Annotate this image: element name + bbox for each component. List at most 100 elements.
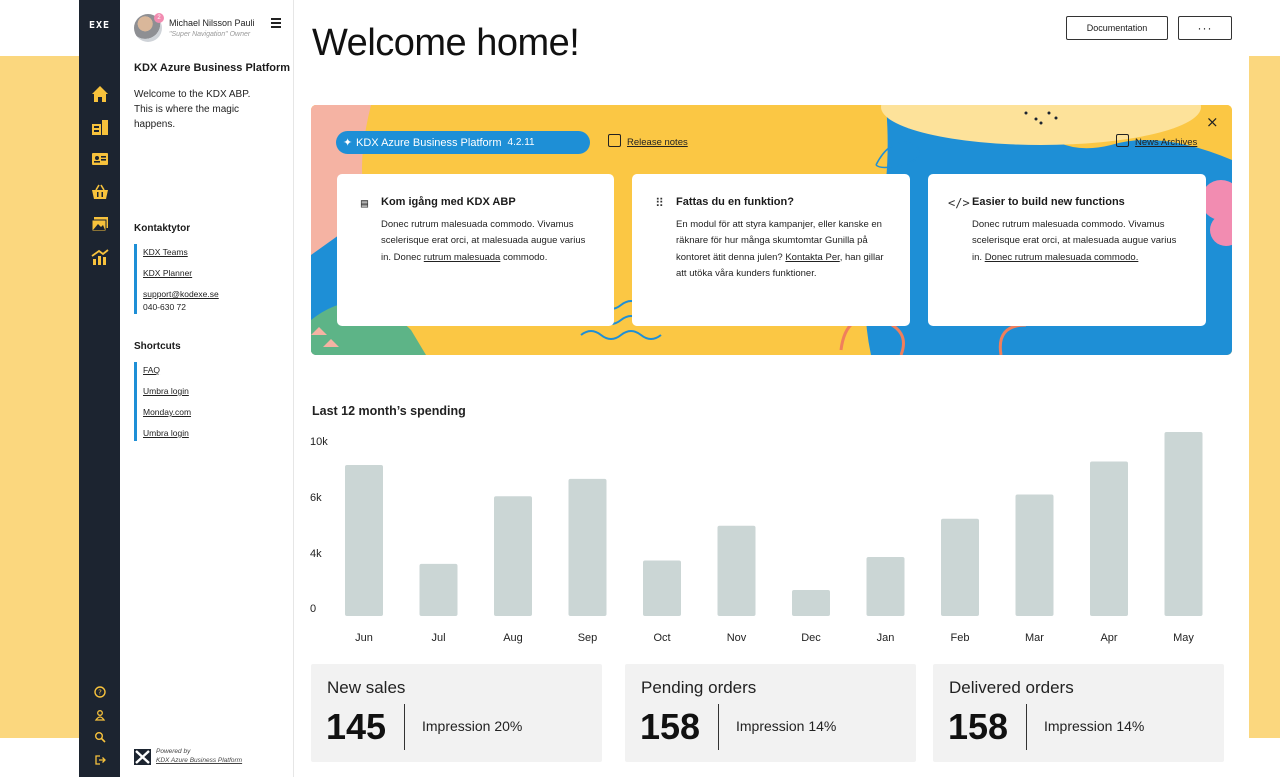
stat-divider: [718, 704, 719, 750]
hamburger-menu-icon[interactable]: [271, 18, 281, 30]
news-card-text: En modul för att styra kampanjer, eller …: [676, 219, 884, 279]
x-tick-label: Mar: [1025, 632, 1044, 644]
bar-apr[interactable]: [1090, 461, 1128, 616]
basket-icon[interactable]: [79, 176, 120, 209]
user-icon[interactable]: [79, 704, 120, 727]
x-tick-label: Oct: [653, 632, 670, 644]
stat-card-new-sales: New sales 145 Impression 20%: [311, 664, 602, 762]
release-notes-icon: [608, 134, 621, 147]
y-tick-label: 4k: [310, 548, 322, 560]
stat-title: Delivered orders: [949, 678, 1074, 697]
news-card-3: </> Easier to build new functions Donec …: [928, 174, 1206, 326]
news-card-link[interactable]: rutrum malesuada: [423, 251, 501, 263]
version-pill-label: KDX Azure Business Platform: [356, 136, 502, 149]
version-pill[interactable]: ✦ KDX Azure Business Platform 4.2.11: [336, 131, 590, 154]
shortcut-link-umbra[interactable]: Umbra login: [143, 386, 189, 396]
x-tick-label: Aug: [503, 632, 523, 644]
x-tick-label: May: [1173, 632, 1194, 644]
bar-dec[interactable]: [792, 589, 830, 616]
spending-bar-chart: 10k 6k 4k 0 Jun Jul Aug Sep Oct Nov Dec Jan Feb Mar Ap…: [310, 432, 1203, 644]
release-notes-link[interactable]: Release notes: [627, 137, 688, 148]
bar-aug[interactable]: [494, 496, 532, 616]
stat-title: New sales: [327, 678, 406, 697]
bar-jun[interactable]: [345, 464, 383, 616]
help-icon[interactable]: ?: [79, 681, 120, 704]
side-panel: 2 Michael Nilsson Pauli "Super Navigatio…: [120, 0, 294, 777]
bar-feb[interactable]: [941, 518, 979, 616]
shortcut-link-monday[interactable]: Monday.com: [143, 407, 192, 417]
stat-card-delivered-orders: Delivered orders 158 Impression 14%: [933, 664, 1224, 762]
shortcut-link-faq[interactable]: FAQ: [143, 365, 161, 375]
news-card-1: ▤ Kom igång med KDX ABP Donec rutrum mal…: [337, 174, 614, 326]
news-card-text: Donec rutrum malesuada commodo. Vivamus …: [381, 219, 586, 263]
id-card-icon[interactable]: [79, 143, 120, 176]
news-card-link[interactable]: Donec rutrum malesuada commodo.: [984, 251, 1139, 263]
x-tick-label: Apr: [1100, 632, 1117, 644]
spending-chart-title: Last 12 month’s spending: [312, 404, 466, 418]
apps-grid-icon: ⠿: [655, 196, 664, 210]
search-icon[interactable]: [79, 726, 120, 749]
more-button[interactable]: ···: [1178, 16, 1232, 40]
x-tick-label: Feb: [951, 632, 970, 644]
main-content: Welcome home! Documentation ···: [294, 0, 1249, 777]
contacts-title: Kontaktytor: [134, 223, 191, 234]
bar-mar[interactable]: [1015, 494, 1054, 616]
logout-icon[interactable]: [79, 749, 120, 772]
app-window: EXE ?: [79, 0, 1249, 777]
y-tick-label: 0: [310, 603, 316, 615]
user-profile[interactable]: 2 Michael Nilsson Pauli "Super Navigatio…: [134, 13, 284, 44]
news-card-2: ⠿ Fattas du en funktion? En modul för at…: [632, 174, 910, 326]
icon-rail: EXE ?: [79, 0, 120, 777]
home-icon[interactable]: [79, 78, 120, 111]
version-number: 4.2.11: [507, 137, 535, 148]
rail-nav: [79, 78, 120, 273]
dashboard-icon[interactable]: [79, 111, 120, 144]
bar-jul[interactable]: [419, 563, 458, 616]
shortcut-link-umbra-2[interactable]: Umbra login: [143, 428, 189, 438]
rail-bottom: ?: [79, 681, 120, 771]
platform-title: KDX Azure Business Platform: [134, 62, 291, 74]
user-role: "Super Navigation" Owner: [169, 31, 251, 38]
bar-nov[interactable]: [717, 525, 756, 616]
bar-may[interactable]: [1164, 432, 1203, 616]
bar-oct[interactable]: [643, 560, 681, 616]
news-archives-link[interactable]: News Archives: [1135, 137, 1198, 148]
newspaper-icon: ▤: [360, 196, 369, 210]
stat-title: Pending orders: [641, 678, 757, 697]
contact-link-teams[interactable]: KDX Teams: [143, 247, 188, 257]
y-tick-label: 10k: [310, 436, 328, 448]
bar-sep[interactable]: [568, 478, 607, 616]
documentation-button[interactable]: Documentation: [1066, 16, 1168, 40]
app-logo[interactable]: EXE: [88, 20, 111, 31]
growth-icon[interactable]: [79, 241, 120, 274]
news-card-title: Easier to build new functions: [972, 196, 1125, 208]
stat-impression: Impression 14%: [736, 718, 837, 734]
contact-phone: 040-630 72: [143, 302, 187, 312]
gallery-icon[interactable]: [79, 208, 120, 241]
news-card-title: Kom igång med KDX ABP: [381, 196, 516, 208]
stat-impression: Impression 14%: [1044, 718, 1145, 734]
stat-impression: Impression 20%: [422, 718, 523, 734]
powered-by: Powered by KDX Azure Business Platform: [134, 748, 284, 768]
x-tick-label: Nov: [727, 632, 747, 644]
stat-value: 158: [948, 706, 1009, 747]
party-popper-icon: ✦: [343, 137, 353, 149]
kdx-logo-icon: [134, 749, 151, 765]
x-tick-label: Jan: [877, 632, 895, 644]
stat-divider: [1026, 704, 1027, 750]
close-icon[interactable]: ×: [1206, 113, 1219, 131]
code-icon: </>: [948, 196, 970, 210]
stat-card-pending-orders: Pending orders 158 Impression 14%: [625, 664, 916, 762]
x-tick-label: Jul: [431, 632, 445, 644]
contact-link-planner[interactable]: KDX Planner: [143, 268, 193, 278]
user-name: Michael Nilsson Pauli: [169, 18, 255, 28]
x-tick-label: Sep: [578, 632, 598, 644]
welcome-text: Welcome to the KDX ABP. This is where th…: [134, 89, 251, 130]
y-tick-label: 6k: [310, 492, 322, 504]
stat-value: 145: [326, 706, 387, 747]
contact-link-support-email[interactable]: support@kodexe.se: [143, 289, 219, 299]
bar-jan[interactable]: [866, 556, 905, 616]
stat-value: 158: [640, 706, 701, 747]
powered-by-link[interactable]: KDX Azure Business Platform: [156, 757, 243, 764]
news-card-link[interactable]: Kontakta Per: [785, 251, 840, 263]
